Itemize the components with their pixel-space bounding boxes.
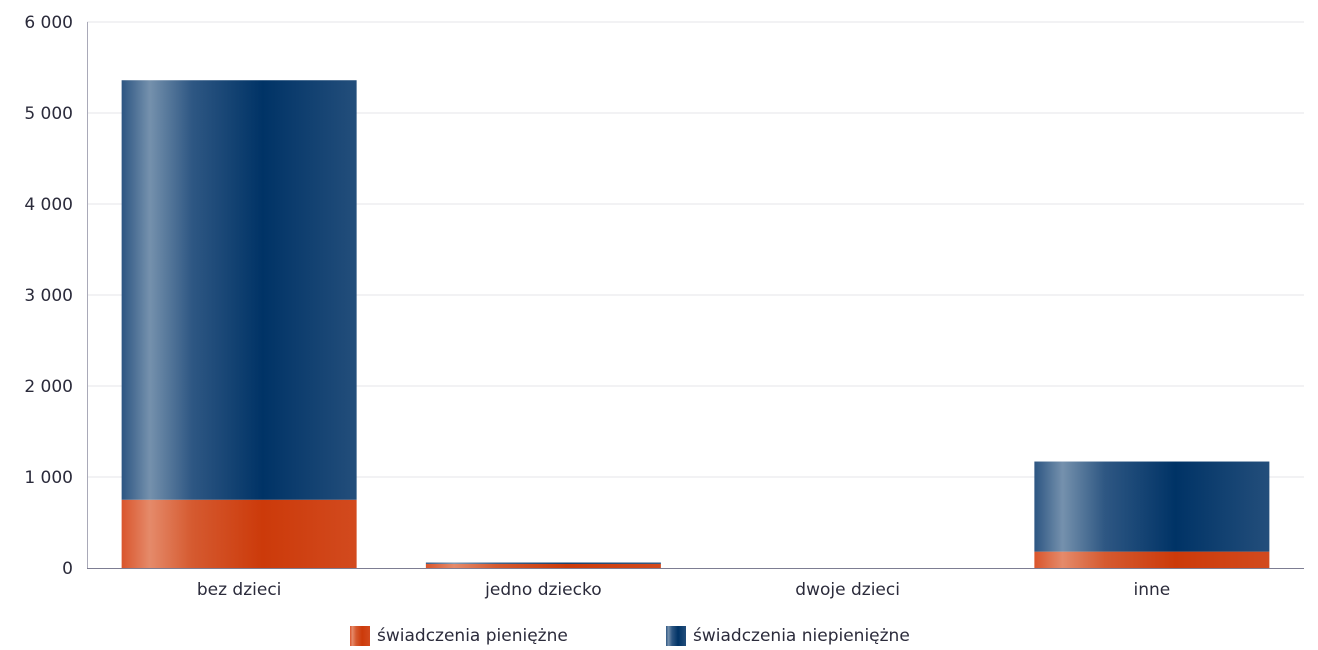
legend-swatch-0 bbox=[350, 626, 370, 646]
axes bbox=[87, 22, 1304, 569]
bar-pieniezne-3 bbox=[1034, 551, 1270, 568]
y-tick-label: 6 000 bbox=[24, 13, 73, 33]
x-tick-label: inne bbox=[1134, 580, 1171, 600]
legend-label-0: świadczenia pieniężne bbox=[377, 626, 568, 646]
y-tick-label: 3 000 bbox=[24, 286, 73, 306]
legend-label-1: świadczenia niepieniężne bbox=[693, 626, 910, 646]
y-tick-labels: 0 1 000 2 000 3 000 4 000 5 000 6 000 bbox=[24, 13, 73, 579]
y-tick-label: 0 bbox=[62, 559, 73, 579]
bar-niepieniezne-3 bbox=[1034, 461, 1270, 552]
legend: świadczenia pieniężne świadczenia niepien… bbox=[350, 626, 910, 646]
y-tick-label: 1 000 bbox=[24, 468, 73, 488]
x-tick-label: dwoje dzieci bbox=[795, 580, 900, 600]
bar-pieniezne-0 bbox=[121, 499, 357, 568]
x-tick-label: bez dzieci bbox=[197, 580, 282, 600]
bars bbox=[121, 80, 1270, 568]
bar-pieniezne-1 bbox=[425, 563, 661, 568]
y-tick-label: 2 000 bbox=[24, 377, 73, 397]
bar-niepieniezne-1 bbox=[425, 562, 661, 564]
y-tick-label: 5 000 bbox=[24, 104, 73, 124]
x-tick-label: jedno dziecko bbox=[484, 580, 601, 600]
y-tick-label: 4 000 bbox=[24, 195, 73, 215]
bar-niepieniezne-0 bbox=[121, 80, 357, 500]
legend-swatch-1 bbox=[666, 626, 686, 646]
x-tick-labels: bez dzieci jedno dziecko dwoje dzieci inne bbox=[197, 580, 1170, 600]
